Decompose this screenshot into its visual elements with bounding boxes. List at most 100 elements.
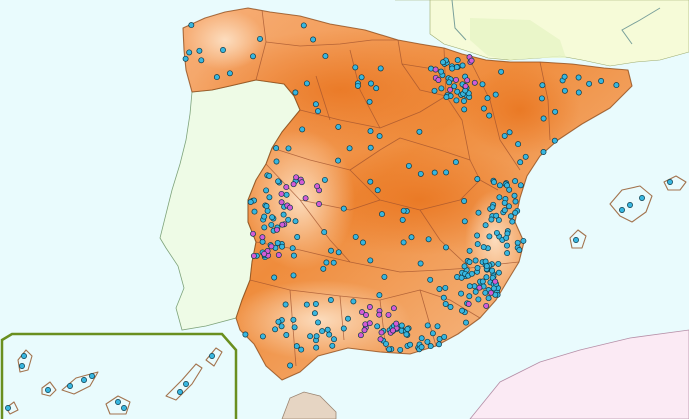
station-marker-blue[interactable] — [538, 95, 545, 102]
station-marker-blue[interactable] — [367, 257, 374, 264]
station-marker-blue[interactable] — [461, 218, 468, 225]
station-marker-blue[interactable] — [561, 87, 568, 94]
station-marker-blue[interactable] — [482, 222, 489, 229]
station-marker-blue[interactable] — [504, 250, 511, 257]
station-marker-blue[interactable] — [454, 57, 461, 64]
station-marker-blue[interactable] — [299, 126, 306, 133]
station-marker-blue[interactable] — [539, 82, 546, 89]
station-marker-blue[interactable] — [374, 187, 381, 194]
station-marker-blue[interactable] — [475, 209, 482, 216]
station-marker-blue[interactable] — [667, 179, 673, 185]
station-marker-blue[interactable] — [346, 145, 353, 152]
station-marker-blue[interactable] — [461, 106, 468, 113]
station-marker-blue[interactable] — [475, 296, 482, 303]
station-marker-blue[interactable] — [540, 115, 547, 122]
station-marker-blue[interactable] — [486, 112, 493, 119]
station-marker-blue[interactable] — [474, 232, 481, 239]
station-marker-magenta[interactable] — [290, 181, 297, 188]
station-marker-blue[interactable] — [269, 214, 276, 221]
station-marker-blue[interactable] — [425, 236, 432, 243]
station-marker-magenta[interactable] — [464, 77, 471, 84]
station-marker-blue[interactable] — [496, 182, 503, 189]
station-marker-blue[interactable] — [352, 233, 359, 240]
station-marker-blue[interactable] — [627, 202, 633, 208]
station-marker-blue[interactable] — [442, 301, 449, 307]
station-marker-magenta[interactable] — [250, 230, 256, 237]
station-marker-blue[interactable] — [257, 35, 263, 42]
station-marker-blue[interactable] — [322, 53, 329, 60]
station-marker-blue[interactable] — [441, 333, 448, 340]
station-marker-blue[interactable] — [335, 157, 342, 164]
station-marker-blue[interactable] — [522, 153, 529, 160]
station-marker-blue[interactable] — [383, 340, 389, 347]
station-marker-blue[interactable] — [466, 259, 473, 265]
station-marker-blue[interactable] — [354, 82, 361, 89]
station-marker-blue[interactable] — [196, 47, 203, 54]
station-marker-blue[interactable] — [264, 207, 271, 214]
station-marker-blue[interactable] — [466, 247, 473, 254]
station-marker-blue[interactable] — [319, 328, 326, 335]
station-marker-blue[interactable] — [552, 108, 559, 115]
station-marker-blue[interactable] — [452, 159, 459, 166]
station-marker-magenta[interactable] — [298, 179, 305, 186]
station-marker-blue[interactable] — [292, 218, 299, 225]
station-marker-blue[interactable] — [511, 192, 518, 199]
station-marker-magenta[interactable] — [376, 311, 383, 318]
station-marker-blue[interactable] — [517, 182, 524, 189]
station-marker-blue[interactable] — [506, 203, 512, 210]
station-marker-blue[interactable] — [373, 85, 380, 92]
station-marker-blue[interactable] — [466, 283, 473, 290]
station-marker-blue[interactable] — [177, 389, 183, 395]
station-marker-magenta[interactable] — [293, 174, 300, 181]
station-marker-blue[interactable] — [400, 239, 407, 246]
station-marker-blue[interactable] — [504, 242, 510, 249]
station-marker-blue[interactable] — [489, 204, 496, 211]
station-marker-magenta[interactable] — [377, 336, 384, 343]
station-marker-blue[interactable] — [459, 62, 466, 69]
station-marker-blue[interactable] — [285, 145, 292, 152]
station-marker-blue[interactable] — [434, 323, 441, 330]
station-marker-magenta[interactable] — [357, 332, 364, 339]
station-marker-blue[interactable] — [468, 270, 475, 277]
station-marker-magenta[interactable] — [314, 183, 321, 190]
station-marker-blue[interactable] — [350, 298, 357, 305]
station-marker-magenta[interactable] — [476, 284, 483, 291]
station-marker-blue[interactable] — [424, 322, 431, 329]
station-marker-blue[interactable] — [287, 362, 294, 369]
station-marker-blue[interactable] — [283, 191, 290, 198]
station-marker-blue[interactable] — [495, 217, 502, 224]
station-marker-magenta[interactable] — [359, 309, 365, 316]
station-marker-blue[interactable] — [263, 203, 270, 210]
station-marker-blue[interactable] — [454, 88, 461, 95]
station-marker-magenta[interactable] — [390, 305, 397, 312]
station-marker-blue[interactable] — [340, 325, 347, 332]
station-marker-blue[interactable] — [397, 346, 404, 353]
station-marker-blue[interactable] — [283, 332, 290, 338]
station-marker-blue[interactable] — [551, 137, 558, 144]
station-marker-blue[interactable] — [507, 213, 514, 220]
station-marker-blue[interactable] — [509, 218, 516, 225]
station-marker-blue[interactable] — [324, 326, 331, 333]
station-marker-magenta[interactable] — [273, 226, 280, 233]
station-marker-blue[interactable] — [466, 293, 473, 300]
station-marker-blue[interactable] — [491, 179, 497, 186]
station-marker-blue[interactable] — [312, 301, 319, 307]
station-marker-blue[interactable] — [506, 129, 513, 136]
station-marker-magenta[interactable] — [483, 302, 490, 309]
station-marker-blue[interactable] — [498, 68, 505, 75]
station-marker-blue[interactable] — [315, 319, 321, 326]
station-marker-blue[interactable] — [291, 324, 298, 331]
station-marker-blue[interactable] — [89, 373, 95, 379]
station-marker-blue[interactable] — [266, 194, 273, 201]
station-marker-blue[interactable] — [639, 195, 645, 201]
station-marker-blue[interactable] — [408, 234, 415, 241]
station-marker-blue[interactable] — [427, 276, 434, 283]
station-marker-blue[interactable] — [436, 341, 442, 348]
station-marker-blue[interactable] — [495, 260, 502, 267]
station-marker-blue[interactable] — [374, 323, 381, 330]
station-marker-blue[interactable] — [417, 170, 424, 177]
station-marker-blue[interactable] — [320, 265, 327, 272]
station-marker-blue[interactable] — [290, 272, 297, 279]
station-marker-blue[interactable] — [463, 319, 469, 326]
station-marker-blue[interactable] — [294, 234, 301, 240]
